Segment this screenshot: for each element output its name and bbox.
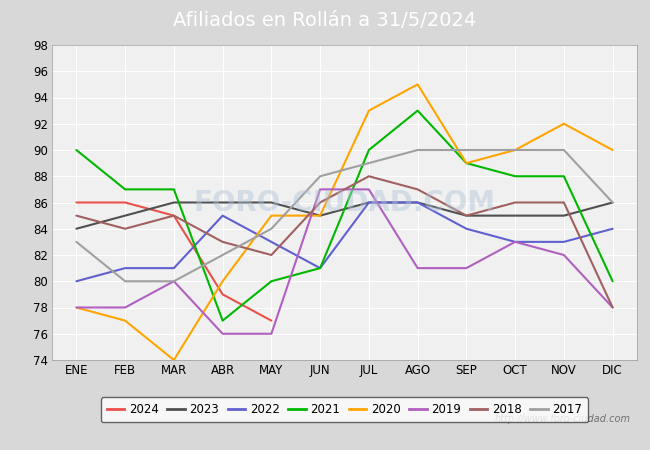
Legend: 2024, 2023, 2022, 2021, 2020, 2019, 2018, 2017: 2024, 2023, 2022, 2021, 2020, 2019, 2018…: [101, 397, 588, 422]
Text: Afiliados en Rollán a 31/5/2024: Afiliados en Rollán a 31/5/2024: [174, 11, 476, 30]
Text: FORO-CIUDAD.COM: FORO-CIUDAD.COM: [194, 189, 495, 216]
Text: http://www.foro-ciudad.com: http://www.foro-ciudad.com: [495, 414, 631, 423]
